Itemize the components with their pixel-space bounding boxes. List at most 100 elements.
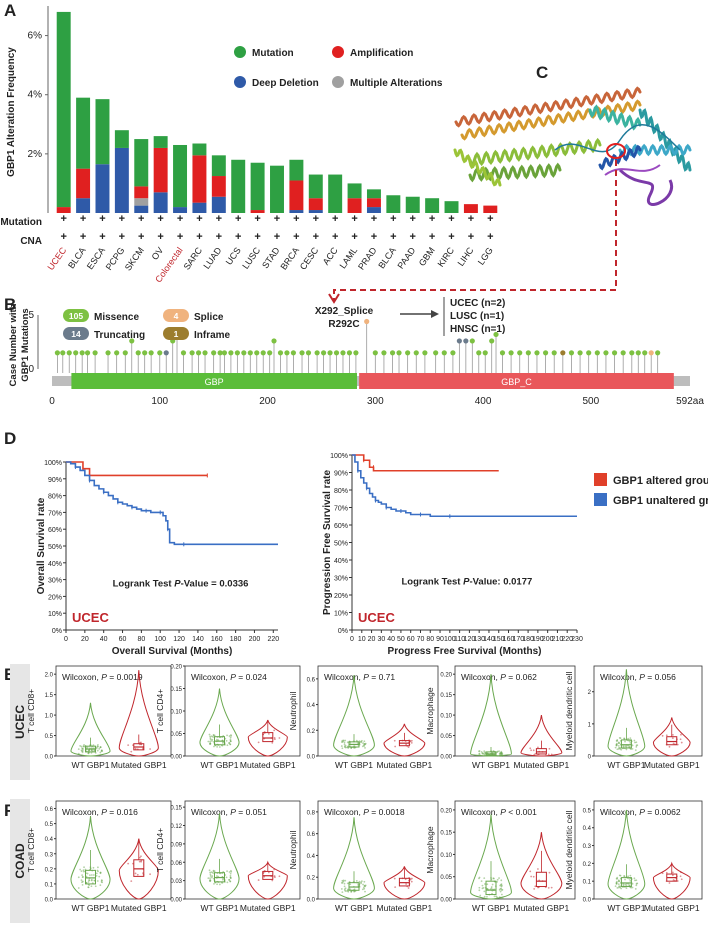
jitter-point	[344, 739, 347, 742]
legend-count: 4	[174, 311, 179, 321]
jitter-point	[628, 877, 631, 880]
bar-mutation	[134, 139, 149, 187]
mutation-row-marker: +	[196, 213, 202, 225]
lollipop-head	[54, 350, 60, 356]
x-tick-label: 100	[444, 636, 456, 643]
jitter-point	[99, 751, 102, 754]
plot-frame	[317, 800, 439, 900]
jitter-point	[680, 871, 682, 874]
x-tick-label: 0	[49, 396, 55, 407]
x-tick-label: 80	[426, 636, 434, 643]
jitter-point	[344, 744, 347, 747]
lollipop-head	[517, 350, 523, 356]
jitter-point	[96, 749, 99, 752]
x-tick-label: 0	[350, 636, 354, 643]
bar-amplification	[347, 198, 362, 213]
row-label: COAD	[13, 843, 27, 879]
jitter-point	[82, 745, 85, 748]
jitter-point	[498, 750, 500, 753]
legend-pill	[163, 309, 189, 322]
jitter-point	[229, 877, 232, 879]
jitter-point	[230, 734, 233, 737]
jitter-point	[394, 745, 397, 748]
jitter-point	[627, 875, 630, 878]
jitter-point	[671, 733, 674, 736]
bar-mutation	[153, 136, 168, 148]
jitter-point	[619, 746, 622, 749]
jitter-point	[349, 742, 352, 744]
jitter-point	[407, 746, 410, 749]
category-label: UCS	[224, 245, 243, 266]
jitter-point	[625, 748, 628, 751]
jitter-point	[88, 879, 90, 881]
cna-row-marker: +	[487, 231, 493, 243]
y-tick-label: 0.5	[45, 822, 54, 828]
x-tick-label: 80	[137, 636, 145, 643]
bar-deep-deletion	[289, 210, 304, 213]
x-tick-label: 140	[483, 636, 495, 643]
row-label-band	[10, 664, 30, 780]
jitter-point	[230, 870, 233, 873]
jitter-point	[627, 737, 630, 740]
jitter-point	[500, 753, 503, 755]
category-label: LIHC	[456, 245, 476, 268]
jitter-point	[98, 747, 101, 750]
jitter-point	[668, 882, 671, 884]
jitter-point	[498, 896, 501, 899]
jitter-point	[85, 881, 88, 884]
y-axis-title: Neutrophil	[288, 831, 298, 870]
jitter-point	[500, 751, 503, 754]
lollipop-head	[92, 350, 98, 356]
legend-pill	[63, 327, 89, 340]
y-axis-title: Neutrophil	[288, 692, 298, 731]
plot-frame	[593, 665, 703, 757]
x-tick-label: 10	[358, 636, 366, 643]
cna-row-marker: +	[119, 231, 125, 243]
jitter-point	[83, 743, 85, 746]
jitter-point	[364, 885, 367, 888]
plot-frame	[454, 665, 576, 757]
y-tick-label: 70%	[48, 510, 62, 517]
x-axis-title: Progress Free Survival (Months)	[388, 646, 542, 657]
jitter-point	[149, 748, 151, 750]
x-tick-label: 150	[493, 636, 505, 643]
jitter-point	[486, 883, 489, 886]
lollipop-head	[290, 350, 297, 356]
jitter-point	[226, 881, 229, 884]
jitter-point	[343, 882, 346, 885]
jitter-point	[671, 874, 674, 877]
jitter-point	[90, 751, 93, 754]
wilcoxon-label: Wilcoxon, P = 0.024	[191, 672, 267, 682]
lollipop-head	[277, 350, 284, 356]
y-tick-label: 0.05	[440, 734, 452, 740]
jitter-point	[364, 747, 366, 749]
lollipop-head	[620, 350, 626, 356]
jitter-point	[229, 736, 232, 739]
cancer-type-tag: UCEC	[358, 610, 395, 625]
jitter-point	[271, 741, 274, 744]
jitter-point	[479, 754, 482, 757]
jitter-point	[341, 879, 344, 882]
jitter-point	[410, 741, 413, 744]
jitter-point	[550, 753, 553, 756]
y-tick-label: 50%	[48, 544, 62, 551]
jitter-point	[479, 894, 482, 897]
jitter-point	[96, 869, 99, 872]
legend-swatch	[234, 46, 246, 58]
jitter-point	[360, 881, 362, 884]
cna-row-marker: +	[332, 231, 338, 243]
bar-multiple-alterations	[134, 198, 149, 206]
bar-mutation	[308, 174, 323, 199]
loop-purple	[618, 168, 674, 206]
jitter-point	[343, 743, 346, 746]
bar-deep-deletion	[153, 192, 168, 213]
lollipop-head	[542, 350, 549, 356]
legend-swatch	[332, 76, 344, 88]
category-label: SKCM	[123, 245, 146, 272]
lollipop-head	[284, 350, 290, 356]
jitter-point	[140, 855, 142, 858]
y-axis-title: T cell CD8+	[26, 828, 36, 873]
y-tick-label: 0.15	[440, 693, 452, 699]
lollipop-head	[381, 350, 387, 356]
legend-swatch	[234, 76, 246, 88]
